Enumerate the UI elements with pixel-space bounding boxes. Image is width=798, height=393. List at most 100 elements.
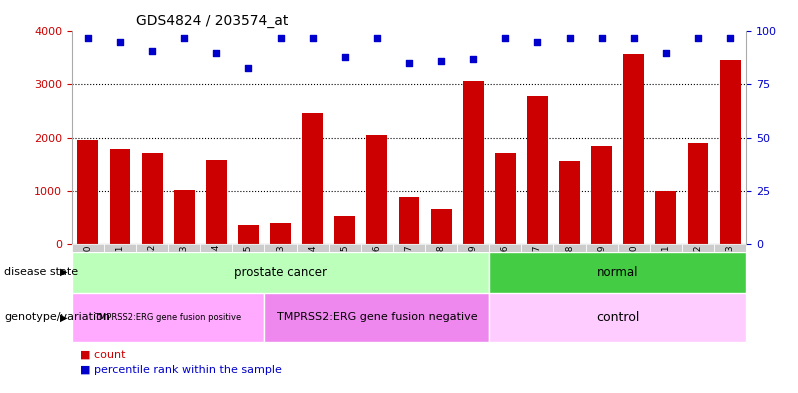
- Text: GSM1348953: GSM1348953: [725, 244, 735, 305]
- Point: [210, 50, 223, 56]
- Text: GSM1348933: GSM1348933: [276, 244, 285, 305]
- Text: ■ count: ■ count: [80, 350, 125, 360]
- Point: [659, 50, 672, 56]
- Text: GSM1348950: GSM1348950: [630, 244, 638, 305]
- Point: [563, 35, 576, 41]
- Point: [242, 64, 255, 71]
- Text: GSM1348951: GSM1348951: [662, 244, 670, 305]
- Text: GSM1348941: GSM1348941: [116, 244, 124, 305]
- Point: [146, 48, 159, 54]
- Bar: [554, 244, 586, 252]
- Text: GSM1348937: GSM1348937: [405, 244, 413, 305]
- Text: GSM1348945: GSM1348945: [244, 244, 253, 305]
- Text: GSM1348944: GSM1348944: [211, 244, 221, 305]
- Text: normal: normal: [597, 266, 638, 279]
- Bar: [77, 140, 98, 244]
- Point: [499, 35, 512, 41]
- Text: GSM1348949: GSM1348949: [597, 244, 606, 305]
- Point: [113, 39, 126, 45]
- Bar: [104, 244, 136, 252]
- Bar: [714, 244, 746, 252]
- Text: TMPRSS2:ERG gene fusion positive: TMPRSS2:ERG gene fusion positive: [94, 313, 242, 322]
- Bar: [559, 162, 580, 244]
- Bar: [495, 153, 516, 244]
- Text: TMPRSS2:ERG gene fusion negative: TMPRSS2:ERG gene fusion negative: [277, 312, 477, 322]
- Bar: [72, 244, 104, 252]
- Text: GSM1348934: GSM1348934: [308, 244, 317, 305]
- Point: [467, 56, 480, 62]
- Point: [338, 54, 351, 60]
- Bar: [329, 244, 361, 252]
- Bar: [361, 244, 393, 252]
- Bar: [168, 244, 200, 252]
- Bar: [618, 244, 650, 252]
- Bar: [270, 224, 291, 244]
- Bar: [688, 143, 709, 244]
- Bar: [489, 293, 746, 342]
- Text: GSM1348943: GSM1348943: [180, 244, 188, 305]
- Bar: [398, 197, 420, 244]
- Bar: [431, 209, 452, 244]
- Text: GSM1348947: GSM1348947: [533, 244, 542, 305]
- Text: GDS4824 / 203574_at: GDS4824 / 203574_at: [136, 13, 288, 28]
- Text: GSM1348939: GSM1348939: [468, 244, 478, 305]
- Bar: [393, 244, 425, 252]
- Bar: [142, 153, 163, 244]
- Point: [178, 35, 191, 41]
- Bar: [489, 252, 746, 293]
- Bar: [206, 160, 227, 244]
- Text: ■ percentile rank within the sample: ■ percentile rank within the sample: [80, 365, 282, 375]
- Bar: [682, 244, 714, 252]
- Bar: [650, 244, 682, 252]
- Bar: [586, 244, 618, 252]
- Text: GSM1348935: GSM1348935: [340, 244, 350, 305]
- Text: ▶: ▶: [61, 312, 68, 322]
- Bar: [521, 244, 554, 252]
- Bar: [72, 252, 489, 293]
- Text: GSM1348946: GSM1348946: [501, 244, 510, 305]
- Text: GSM1348948: GSM1348948: [565, 244, 574, 305]
- Bar: [623, 54, 644, 244]
- Bar: [264, 293, 489, 342]
- Bar: [457, 244, 489, 252]
- Bar: [264, 244, 297, 252]
- Bar: [232, 244, 264, 252]
- Bar: [109, 149, 130, 244]
- Text: genotype/variation: genotype/variation: [4, 312, 110, 322]
- Bar: [334, 216, 355, 244]
- Point: [627, 35, 640, 41]
- Bar: [174, 189, 195, 244]
- Point: [692, 35, 705, 41]
- Text: GSM1348952: GSM1348952: [693, 244, 702, 305]
- Bar: [297, 244, 329, 252]
- Text: GSM1348942: GSM1348942: [148, 244, 156, 305]
- Point: [595, 35, 608, 41]
- Text: GSM1348936: GSM1348936: [373, 244, 381, 305]
- Point: [402, 60, 415, 66]
- Bar: [527, 96, 548, 244]
- Bar: [366, 135, 387, 244]
- Point: [370, 35, 383, 41]
- Point: [531, 39, 543, 45]
- Bar: [720, 60, 741, 244]
- Text: GSM1348938: GSM1348938: [437, 244, 445, 305]
- Point: [81, 35, 94, 41]
- Bar: [463, 81, 484, 244]
- Point: [306, 35, 319, 41]
- Bar: [72, 293, 264, 342]
- Bar: [591, 146, 612, 244]
- Bar: [655, 191, 676, 244]
- Point: [435, 58, 448, 64]
- Bar: [302, 113, 323, 244]
- Bar: [136, 244, 168, 252]
- Bar: [200, 244, 232, 252]
- Point: [275, 35, 287, 41]
- Text: ▶: ▶: [61, 267, 68, 277]
- Bar: [489, 244, 521, 252]
- Text: GSM1348940: GSM1348940: [83, 244, 93, 305]
- Text: prostate cancer: prostate cancer: [234, 266, 327, 279]
- Point: [724, 35, 737, 41]
- Bar: [238, 225, 259, 244]
- Text: disease state: disease state: [4, 267, 78, 277]
- Text: control: control: [596, 311, 639, 324]
